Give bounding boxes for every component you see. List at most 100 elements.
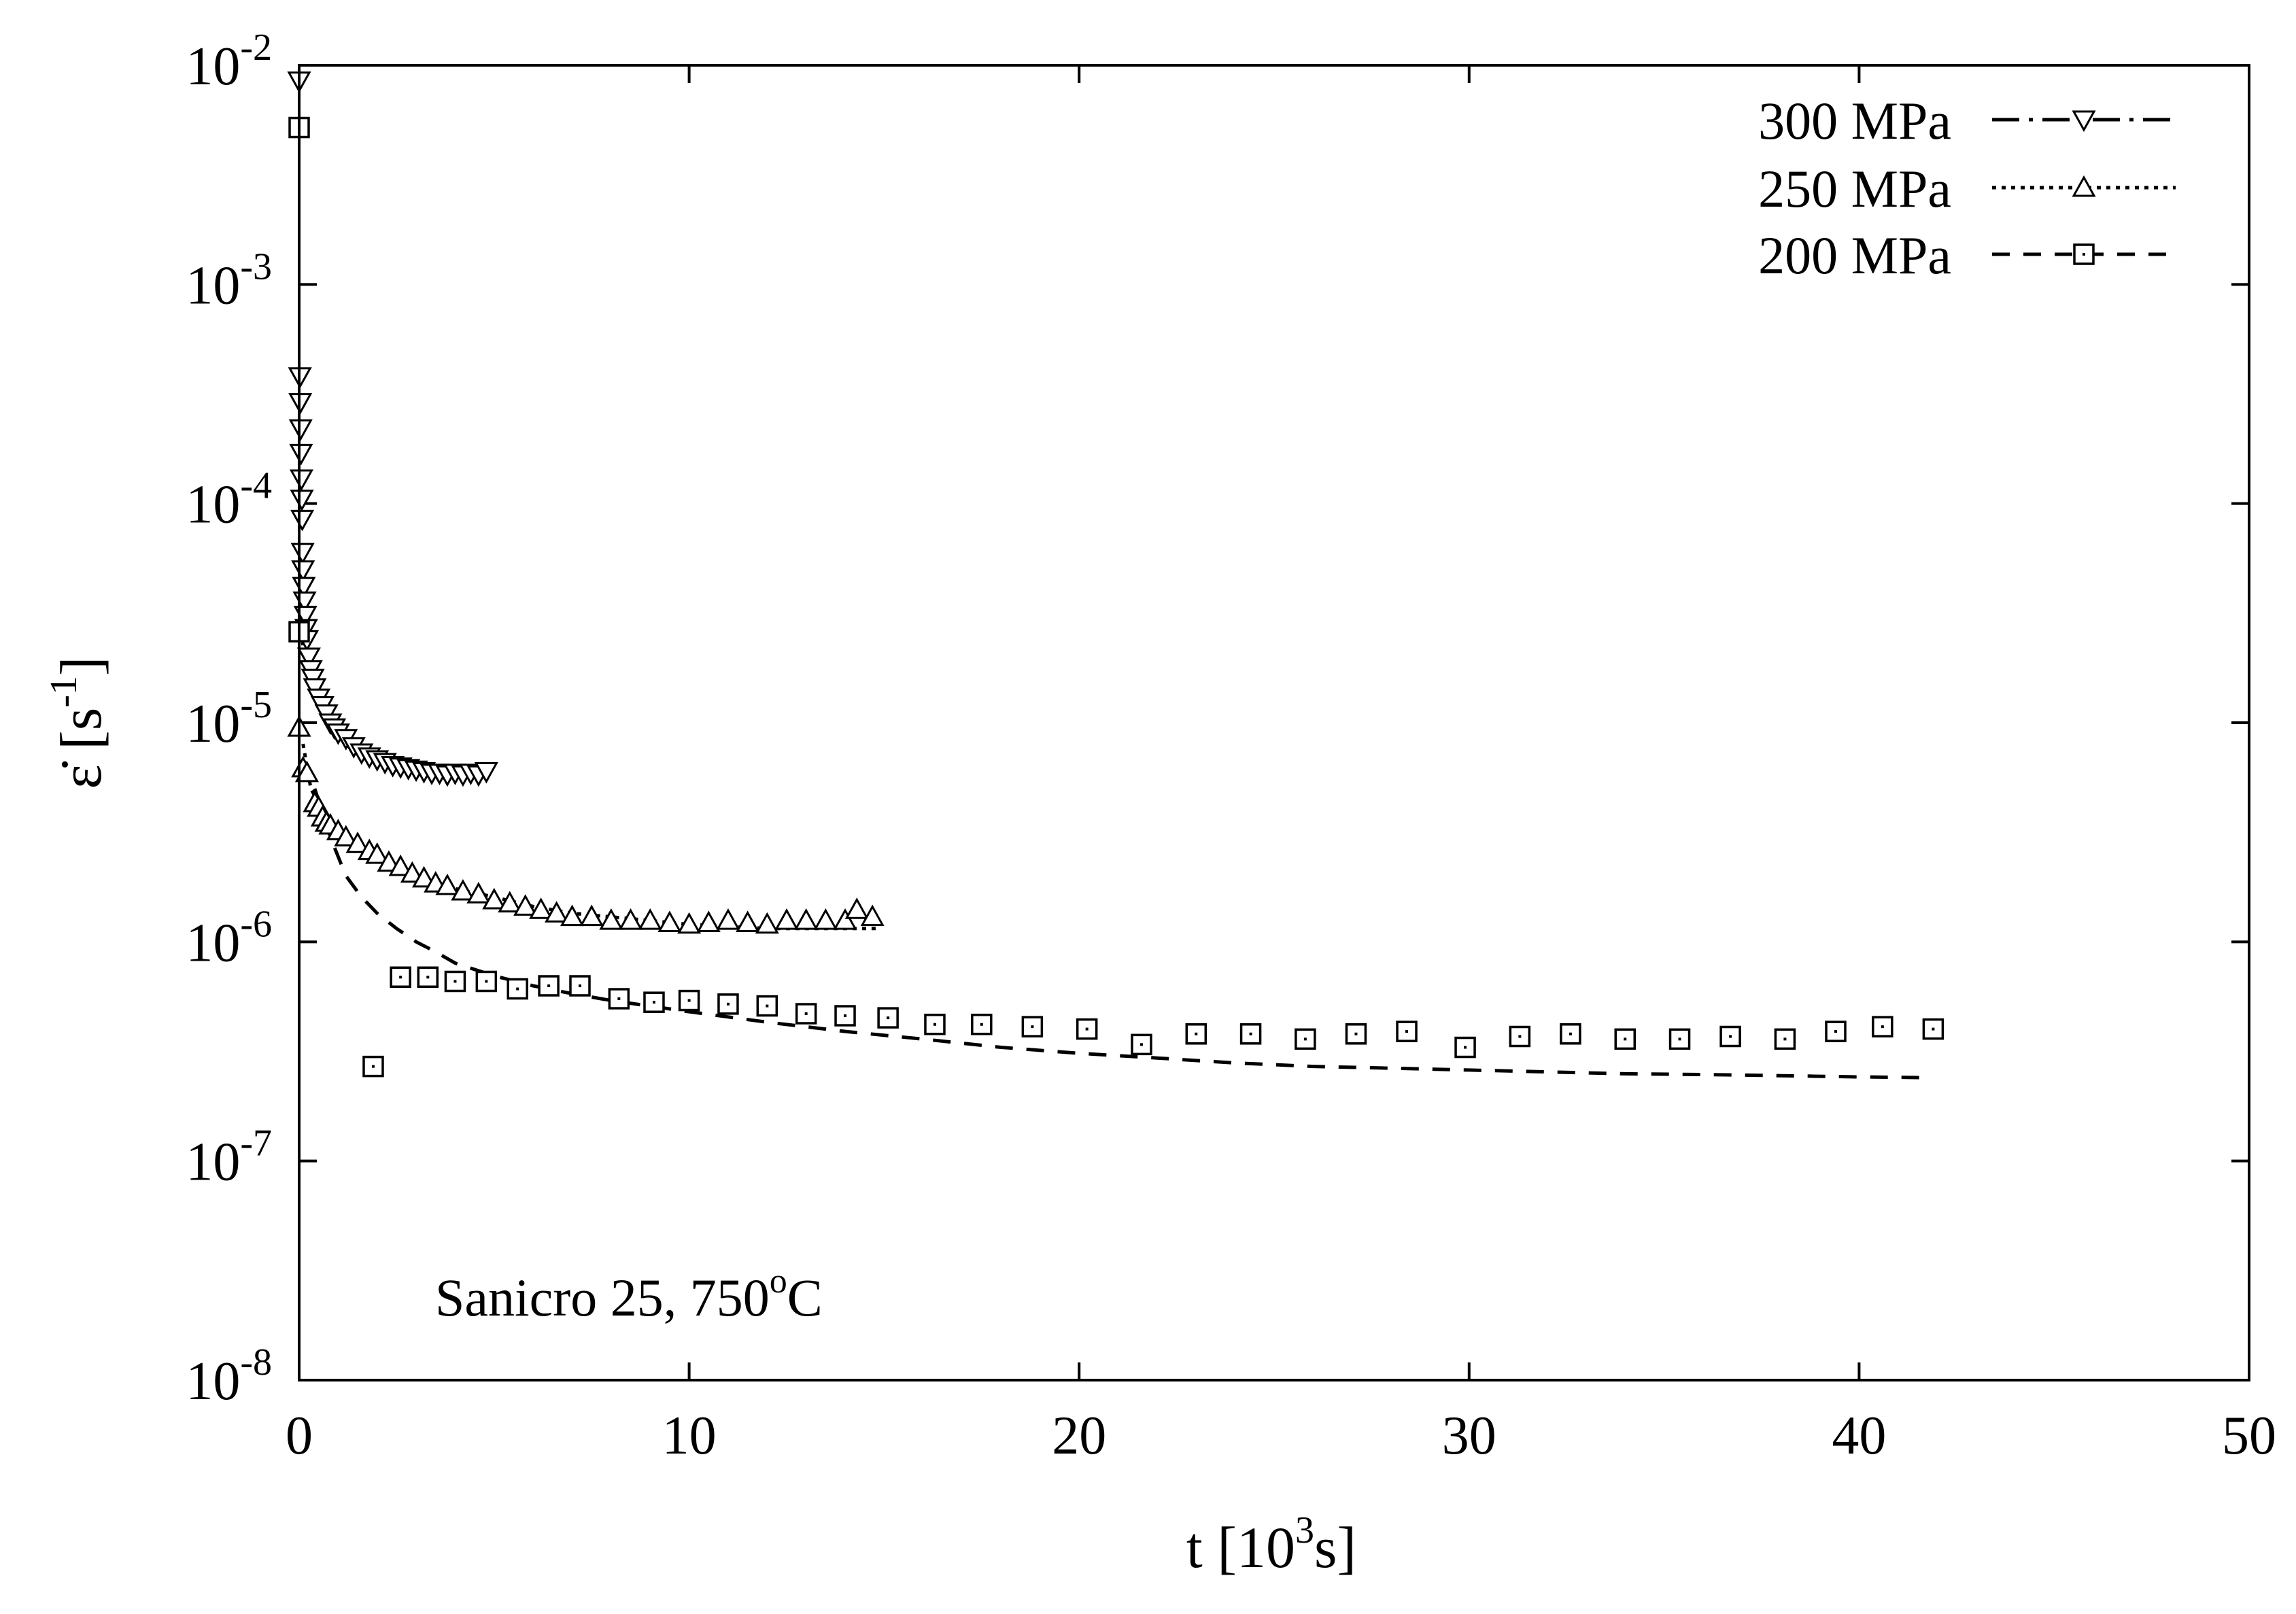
- data-point: [362, 1055, 384, 1078]
- data-point: [569, 975, 591, 997]
- data-point: [677, 912, 702, 934]
- data-point: [1825, 1020, 1847, 1042]
- data-point: [844, 897, 869, 919]
- y-tick-label: 10-8: [186, 1341, 272, 1411]
- y-tick-label: 10-3: [186, 245, 272, 315]
- data-point: [345, 831, 370, 853]
- y-axis-label: ε̇ [s-1]: [43, 656, 114, 789]
- x-tick-label: 10: [662, 1406, 717, 1466]
- data-point: [498, 891, 522, 913]
- data-point: [813, 908, 838, 930]
- data-point: [1021, 1016, 1044, 1037]
- data-point: [1560, 1023, 1581, 1045]
- data-point: [390, 966, 411, 989]
- data-point: [417, 966, 439, 989]
- legend: 300 MPa 250 MPa 200 MPa: [1758, 91, 2176, 285]
- data-point: [444, 970, 466, 993]
- data-point: [435, 873, 460, 895]
- data-point: [1295, 1028, 1316, 1050]
- y-tick-labels: 10-8 10-7 10-6 10-5 10-4 10-3 10-2: [186, 27, 272, 1411]
- data-point: [638, 908, 662, 930]
- x-tick-label: 0: [286, 1406, 313, 1466]
- data-point: [475, 970, 498, 993]
- y-tick-label: 10-4: [186, 465, 272, 535]
- data-point: [1396, 1020, 1418, 1042]
- y-tick-label: 10-2: [186, 27, 272, 97]
- data-point: [1922, 1018, 1944, 1040]
- data-point: [513, 894, 538, 916]
- data-point: [474, 762, 498, 784]
- data-point: [412, 865, 436, 888]
- data-point: [716, 908, 740, 930]
- x-tick-label: 20: [1052, 1406, 1106, 1466]
- x-axis-label: t [103s]: [1186, 1509, 1356, 1580]
- data-point: [365, 842, 390, 864]
- data-point: [794, 908, 819, 930]
- series-triangle-up: [287, 715, 885, 934]
- y-tick-label: 10-6: [186, 903, 272, 973]
- data-point: [482, 887, 507, 910]
- data-point: [696, 910, 721, 932]
- data-point: [451, 878, 475, 901]
- legend-marker: [2073, 243, 2095, 265]
- data-point: [1185, 1023, 1207, 1045]
- data-point: [288, 419, 313, 441]
- data-point: [971, 1014, 993, 1035]
- data-point: [290, 543, 315, 565]
- data-point: [289, 469, 313, 492]
- fit-curve-square: [313, 788, 1930, 1080]
- data-point: [294, 760, 320, 783]
- data-point: [678, 989, 700, 1012]
- data-point: [795, 1003, 817, 1025]
- legend-entry: 200 MPa: [1758, 226, 2176, 285]
- x-tick-labels: 0 10 20 30 40 50: [286, 1406, 2276, 1466]
- data-point: [736, 910, 760, 932]
- data-points: [287, 71, 1944, 1078]
- data-point: [529, 897, 553, 919]
- data-point: [755, 912, 779, 934]
- legend-label: 250 MPa: [1758, 159, 1951, 218]
- series-square: [288, 116, 1944, 1078]
- data-point: [833, 908, 857, 930]
- data-point: [1719, 1025, 1741, 1048]
- data-point: [507, 978, 528, 1000]
- data-point: [1131, 1033, 1152, 1056]
- legend-entry: 300 MPa: [1758, 91, 2176, 150]
- data-point: [560, 904, 585, 927]
- data-point: [756, 995, 778, 1017]
- data-point: [608, 988, 630, 1010]
- data-point: [924, 1014, 946, 1035]
- data-point: [1509, 1025, 1531, 1048]
- data-point: [1239, 1023, 1262, 1045]
- x-tick-label: 40: [1832, 1406, 1886, 1466]
- legend-label: 200 MPa: [1758, 226, 1951, 285]
- data-point: [599, 908, 623, 930]
- data-point: [1668, 1028, 1691, 1050]
- data-point: [877, 1007, 899, 1029]
- data-point: [860, 904, 885, 927]
- legend-marker: [2072, 175, 2096, 197]
- data-point: [1076, 1018, 1098, 1040]
- data-point: [717, 993, 739, 1015]
- legend-marker: [2072, 110, 2096, 133]
- data-point: [545, 901, 569, 923]
- data-point: [400, 861, 424, 883]
- x-tick-label: 30: [1442, 1406, 1496, 1466]
- data-point: [290, 509, 315, 532]
- chart-annotation: Sanicro 25, 750oC: [435, 1262, 823, 1327]
- data-point: [643, 991, 665, 1013]
- data-point: [579, 904, 604, 927]
- data-point: [657, 910, 682, 932]
- data-point: [289, 443, 313, 466]
- data-point: [1872, 1016, 1894, 1037]
- data-point: [290, 490, 314, 511]
- legend-entry: 250 MPa: [1758, 159, 2176, 218]
- data-point: [466, 882, 491, 904]
- data-point: [377, 850, 401, 872]
- data-point: [1345, 1023, 1367, 1045]
- data-point: [334, 825, 358, 847]
- y-tick-label: 10-7: [186, 1122, 272, 1192]
- data-point: [1774, 1028, 1796, 1050]
